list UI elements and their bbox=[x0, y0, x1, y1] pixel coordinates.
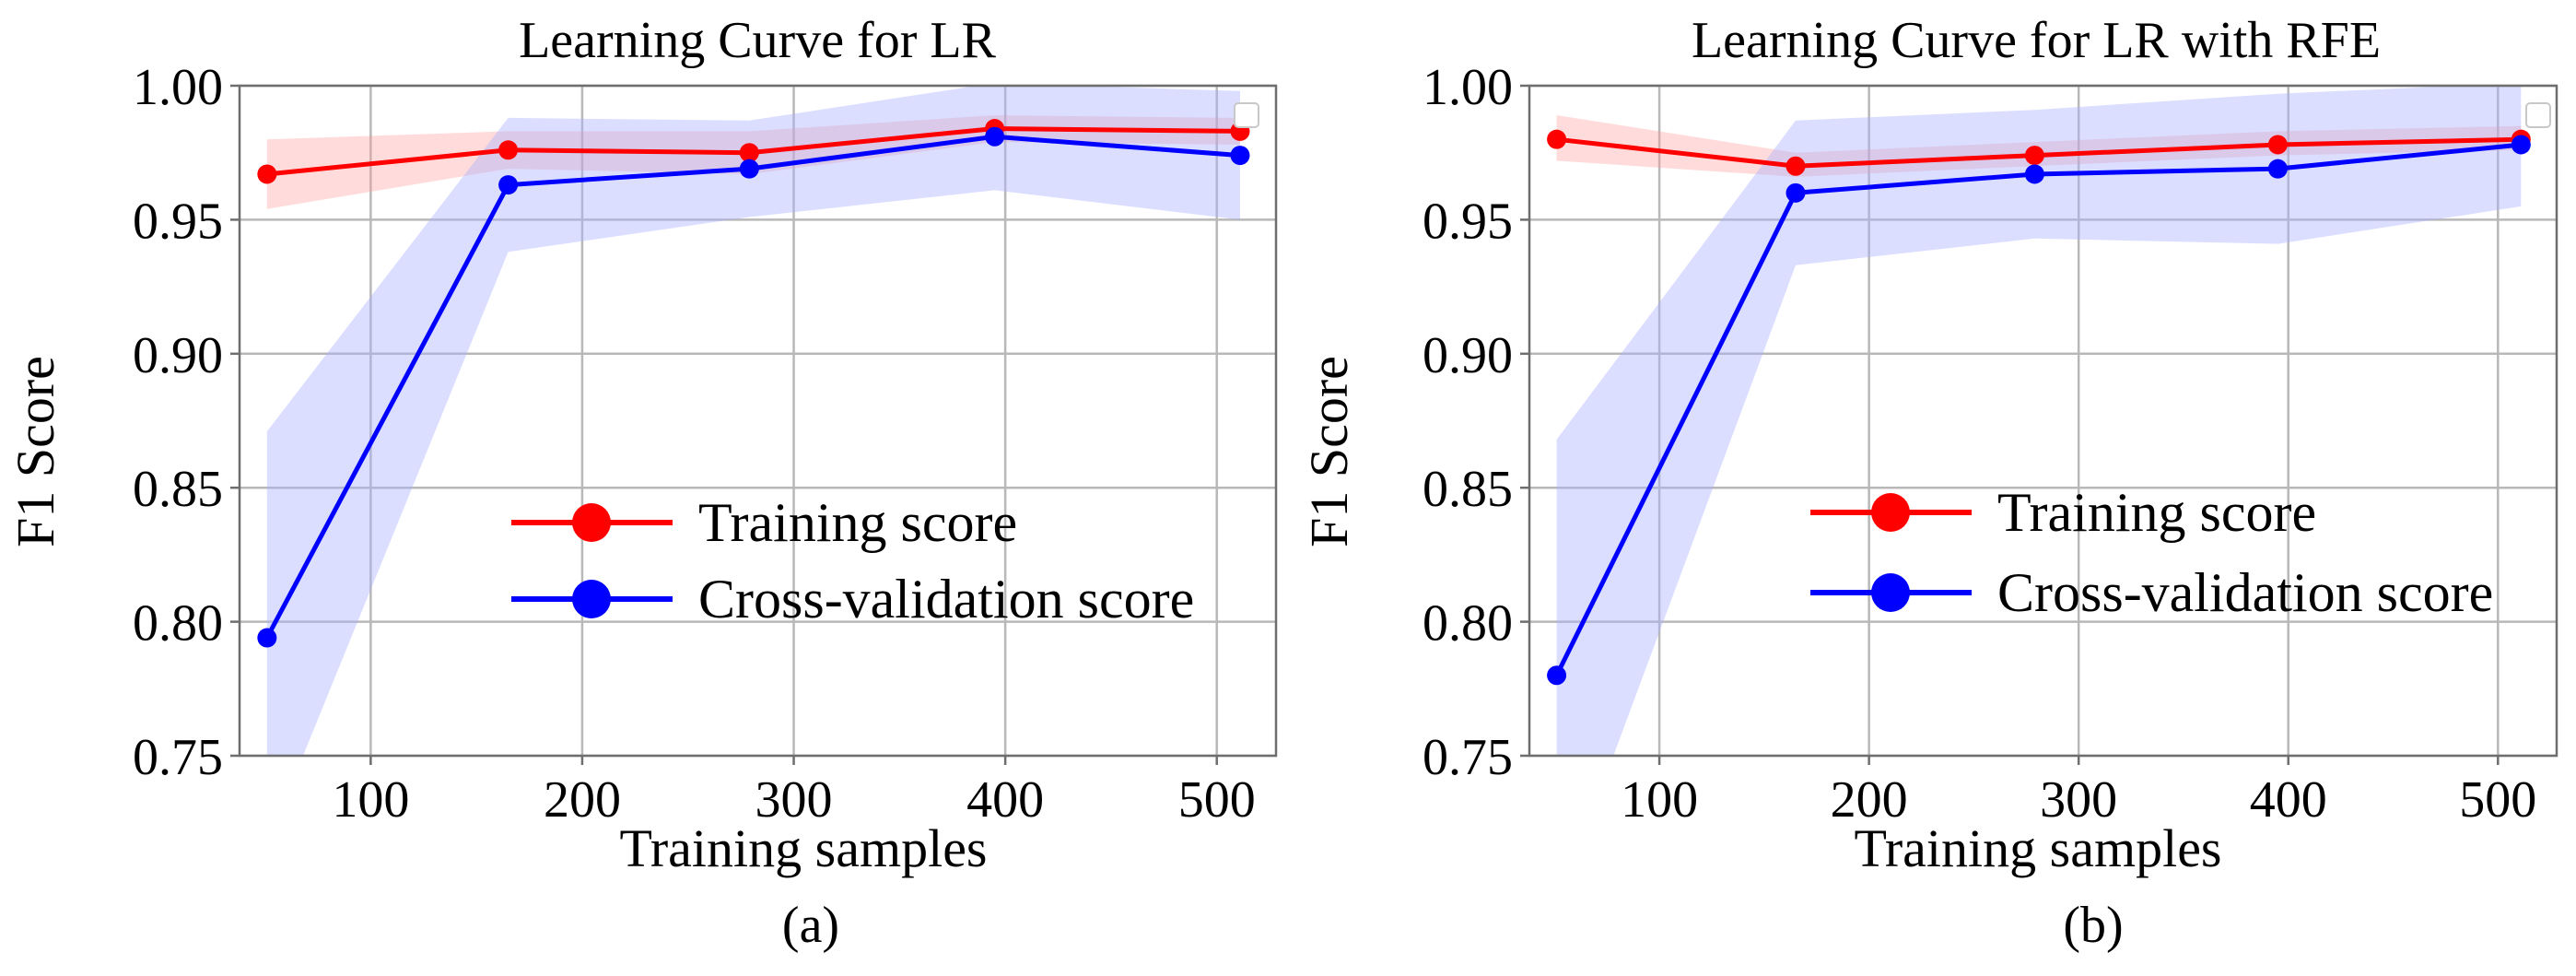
y-tick-label: 0.90 bbox=[133, 327, 223, 384]
legend-label: Cross-validation score bbox=[1997, 562, 2493, 623]
x-tick-label: 500 bbox=[1178, 771, 1256, 829]
training-score-point bbox=[2267, 135, 2288, 155]
cv-score-band bbox=[266, 86, 1240, 756]
y-tick-label: 0.80 bbox=[1423, 595, 1513, 653]
x-tick-label: 100 bbox=[332, 771, 409, 829]
chart-title: Learning Curve for LR bbox=[519, 12, 996, 69]
y-tick-label: 0.75 bbox=[133, 729, 223, 786]
y-tick-label: 0.85 bbox=[1423, 461, 1513, 518]
cv-score-point bbox=[2511, 135, 2531, 155]
cv-score-point bbox=[2267, 159, 2288, 179]
training-score-point bbox=[2024, 146, 2044, 166]
y-tick-label: 0.75 bbox=[1423, 729, 1513, 786]
cv-score-point bbox=[2024, 164, 2044, 184]
y-tick-label: 0.95 bbox=[133, 193, 223, 250]
legend-label: Training score bbox=[698, 492, 1017, 553]
y-axis-label: F1 Score bbox=[6, 356, 65, 547]
panel-b: 100 200 300 400 500 0.75 0.80 0.85 0.90 0.95 1.00 L… bbox=[1299, 12, 2558, 954]
y-tick-label: 0.80 bbox=[133, 595, 223, 653]
empty-legend-box bbox=[1234, 102, 1259, 128]
empty-legend-box bbox=[2525, 102, 2551, 128]
cv-score-point bbox=[1230, 146, 1250, 166]
training-score-point bbox=[1786, 156, 1806, 176]
x-tick-label: 300 bbox=[2040, 771, 2117, 829]
x-tick-label: 300 bbox=[755, 771, 833, 829]
training-score-point bbox=[739, 143, 759, 163]
y-tick-label: 0.90 bbox=[1423, 327, 1513, 384]
legend-label: Cross-validation score bbox=[698, 569, 1194, 629]
legend-cv-marker bbox=[1871, 573, 1910, 612]
plot-frame bbox=[1528, 84, 2558, 758]
x-tick-label: 200 bbox=[1831, 771, 1908, 829]
training-score-point bbox=[1547, 129, 1567, 149]
y-axis-label: F1 Score bbox=[1299, 356, 1359, 547]
legend-cv-marker bbox=[572, 580, 611, 618]
x-tick-label: 400 bbox=[966, 771, 1044, 829]
y-tick-label: 1.00 bbox=[1423, 59, 1513, 116]
training-score-point bbox=[498, 140, 519, 160]
plot-area bbox=[264, 86, 1241, 756]
legend-training-marker bbox=[572, 503, 611, 542]
x-tick-label: 100 bbox=[1621, 771, 1698, 829]
x-axis-label: Training samples bbox=[619, 818, 987, 878]
y-tick-label: 1.00 bbox=[133, 59, 223, 116]
panel-caption: (b) bbox=[2063, 897, 2123, 954]
chart-title: Learning Curve for LR with RFE bbox=[1692, 12, 2381, 69]
x-tick-label: 500 bbox=[2459, 771, 2536, 829]
panel-a: 100 200 300 400 500 0.75 0.80 0.85 0.90 0.95 1.00 L… bbox=[6, 12, 1278, 954]
plot-frame bbox=[238, 84, 1278, 758]
x-axis-label: Training samples bbox=[1854, 818, 2221, 878]
x-tick-label: 200 bbox=[544, 771, 621, 829]
cv-score-point bbox=[257, 628, 277, 648]
cv-score-point bbox=[1547, 665, 1567, 686]
cv-score-point bbox=[985, 126, 1005, 147]
cv-score-point bbox=[739, 159, 759, 179]
training-score-point bbox=[257, 164, 277, 184]
y-tick-label: 0.95 bbox=[1423, 193, 1513, 250]
legend-label: Training score bbox=[1997, 482, 2316, 543]
x-tick-label: 400 bbox=[2250, 771, 2327, 829]
panel-caption: (a) bbox=[782, 897, 839, 954]
legend-training-marker bbox=[1871, 493, 1910, 532]
cv-score-band bbox=[1556, 86, 2522, 756]
cv-score-point bbox=[498, 175, 519, 195]
y-tick-label: 0.85 bbox=[133, 461, 223, 518]
cv-score-point bbox=[1786, 182, 1806, 203]
